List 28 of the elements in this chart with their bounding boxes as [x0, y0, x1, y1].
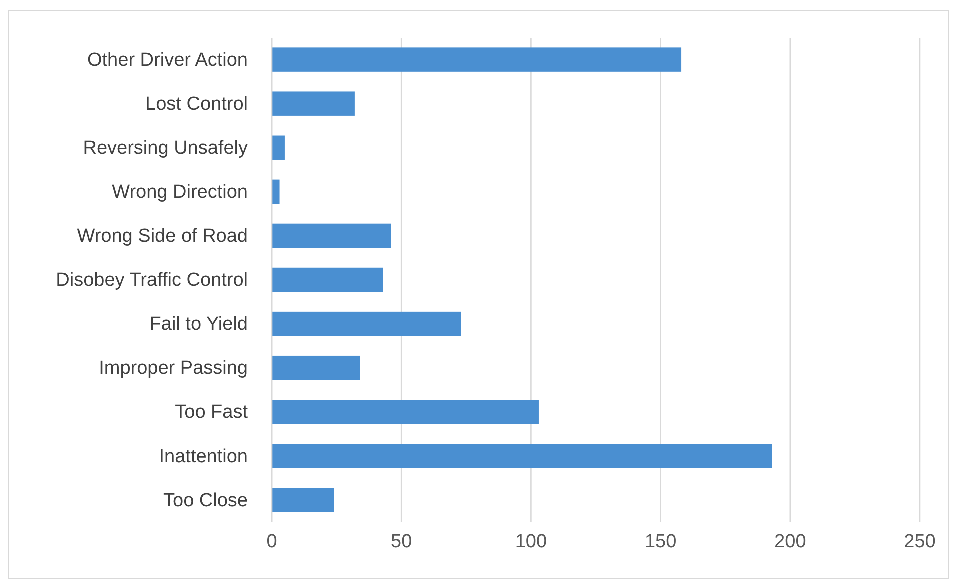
x-tick-label: 50 [391, 531, 412, 552]
bar [272, 136, 285, 160]
y-tick-label: Reversing Unsafely [83, 138, 248, 159]
bar [272, 488, 334, 512]
bar [272, 268, 384, 292]
y-tick-label: Inattention [159, 446, 248, 468]
x-tick-label: 200 [774, 531, 806, 552]
bar [272, 400, 539, 424]
y-tick-label: Too Close [164, 490, 248, 512]
y-tick-label: Wrong Direction [112, 182, 248, 203]
x-tick-label: 100 [515, 531, 548, 552]
x-tick-label: 250 [904, 531, 936, 552]
y-tick-label: Improper Passing [99, 358, 248, 380]
y-tick-label: Disobey Traffic Control [56, 270, 248, 292]
bar [272, 48, 682, 72]
x-tick-label: 150 [644, 531, 677, 552]
y-tick-label: Wrong Side of Road [77, 226, 248, 248]
bar [272, 312, 462, 336]
bar [272, 180, 280, 204]
y-tick-label: Lost Control [146, 94, 248, 115]
bar [272, 444, 772, 468]
bar [272, 224, 392, 248]
x-tick-label: 0 [266, 531, 278, 552]
y-tick-label: Other Driver Action [88, 50, 248, 71]
bar [272, 92, 355, 116]
bar [272, 356, 360, 380]
y-tick-label: Too Fast [175, 402, 249, 424]
y-tick-label: Fail to Yield [150, 314, 248, 336]
